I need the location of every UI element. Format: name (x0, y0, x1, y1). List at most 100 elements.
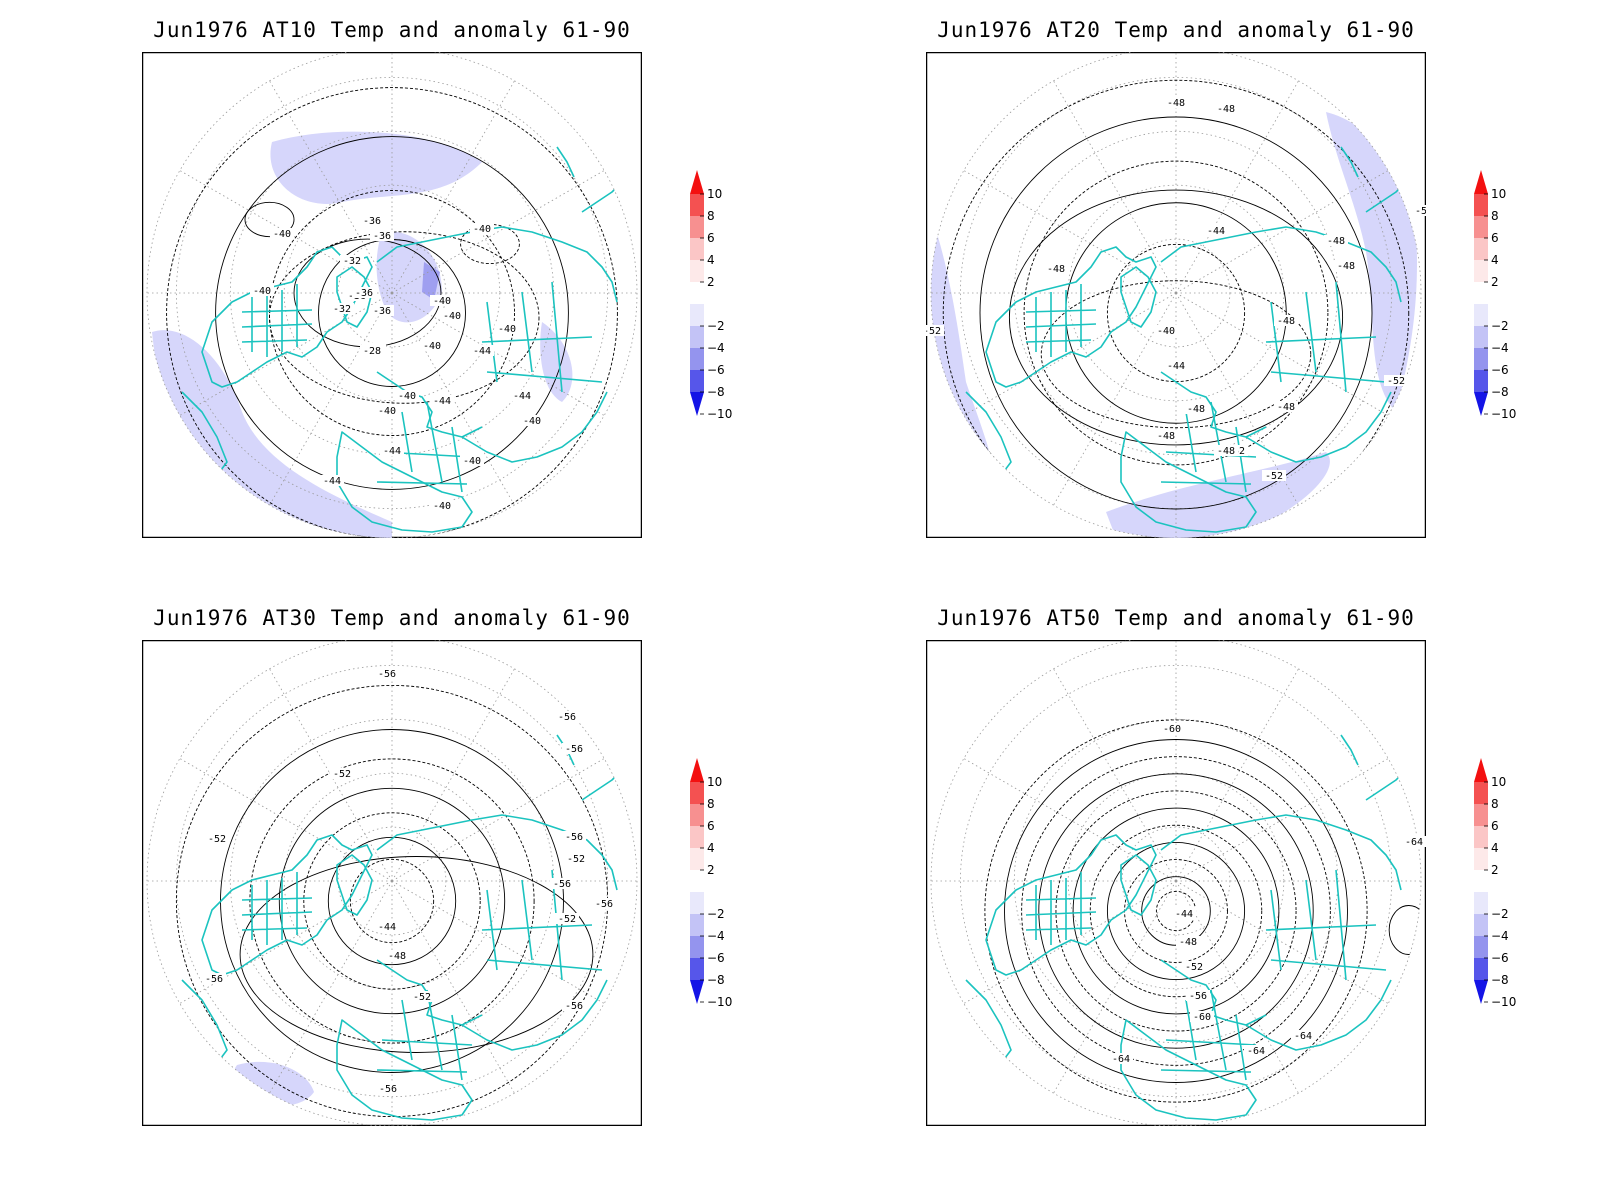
temperature-contour (942, 79, 1410, 538)
contour-label: -56 (205, 974, 223, 985)
contour-label: -36 (355, 288, 373, 299)
colorbar-tick-label: −8 (1491, 973, 1509, 987)
colorbar-segment (690, 304, 704, 326)
latitude-circle (283, 184, 501, 402)
colorbar-segment (690, 914, 704, 936)
coastline (985, 834, 1157, 976)
colorbar-segment (690, 804, 704, 826)
coastline (336, 266, 373, 328)
colorbar-segment (690, 870, 704, 892)
temperature-contour (269, 231, 540, 404)
temperature-contour (166, 87, 618, 538)
coastline (1160, 226, 1402, 303)
temperature-contour (215, 136, 569, 490)
colorbar-tick-label: 2 (707, 863, 715, 877)
colorbar-segment (690, 936, 704, 958)
contour-label: -48 (388, 951, 406, 962)
colorbar-segment (1474, 370, 1488, 392)
temperature-contour (1008, 189, 1344, 446)
polar-map-at10: -40-36-36-32-40-36-36-36-36-32-28-40-40-… (142, 52, 642, 538)
colorbar-segment (1474, 782, 1488, 804)
coastline (1025, 872, 1097, 945)
colorbar-tick-label: 2 (1491, 863, 1499, 877)
meridian-line (269, 880, 393, 1094)
contour-label: -56 (1189, 991, 1207, 1002)
contour-label: -40 (433, 501, 451, 512)
contour-label: -48 (1277, 316, 1295, 327)
colorbar-tick-label: −8 (707, 973, 725, 987)
colorbar-tick-label: 8 (1491, 209, 1499, 223)
anomaly-region (1326, 112, 1417, 412)
panel-title-at10: Jun1976 AT10 Temp and anomaly 61-90 (153, 18, 631, 42)
contour-label: -56 (558, 712, 576, 723)
contour-label: -64 (1294, 1031, 1312, 1042)
meridian-line (963, 758, 1177, 882)
coastline (336, 431, 473, 533)
meridian-line (391, 80, 515, 294)
coastline (481, 281, 603, 393)
contour-label: -56 (565, 832, 583, 843)
contour-label: -40 (273, 229, 291, 240)
coastline (376, 989, 473, 1081)
colorbar-tick-label: 4 (707, 253, 715, 267)
colorbar-segment (690, 370, 704, 392)
latitude-circle (175, 664, 609, 1098)
contour-label: -36 (373, 306, 391, 317)
contour-label: -56 (378, 669, 396, 680)
colorbar-tick-label: −4 (707, 929, 725, 943)
colorbar-segment (1474, 348, 1488, 370)
coastline (985, 246, 1157, 388)
temperature-contour (1055, 790, 1297, 1032)
coastline (1245, 391, 1392, 463)
contour-label: -44 (1207, 226, 1225, 237)
temperature-contour (1004, 739, 1348, 1083)
temperature-contour (984, 719, 1368, 1103)
colorbar-segment (1474, 892, 1488, 914)
colorbar-tick-label: −2 (1491, 319, 1509, 333)
colorbar-arrow-top (1474, 170, 1488, 194)
temperature-contour (1072, 807, 1280, 1015)
meridian-line (1175, 292, 1299, 506)
coastline (1340, 734, 1359, 766)
colorbar-arrow-top (1474, 758, 1488, 782)
contour-label: -48 (1277, 402, 1295, 413)
contour-label: -40 (443, 311, 461, 322)
colorbar-tick-label: −10 (707, 995, 732, 1009)
contour-label: -36 (373, 231, 391, 242)
temperature-contour (1089, 824, 1263, 998)
contour-label: -40 (398, 391, 416, 402)
meridian-line (391, 668, 515, 882)
coastline (1340, 146, 1359, 178)
meridian-line (1175, 80, 1299, 294)
colorbar-tick-label: 10 (1491, 775, 1506, 789)
coastline (481, 869, 603, 981)
contour-label: -52 (1415, 206, 1426, 217)
contour-label: -48 (1217, 446, 1235, 457)
meridian-line (963, 292, 1177, 416)
contour-label: -48 (1327, 236, 1345, 247)
contour-label: -32 (333, 304, 351, 315)
coastline (376, 226, 618, 303)
colorbar-tick-label: 10 (707, 187, 722, 201)
temperature-contour (244, 201, 295, 238)
contour-label: -52 (1387, 376, 1405, 387)
meridian-line (179, 880, 393, 1004)
contour-label: -48 (1047, 264, 1065, 275)
colorbar-tick-label: −10 (1491, 407, 1516, 421)
contour-label: -40 (253, 286, 271, 297)
colorbar-tick-label: 2 (707, 275, 715, 289)
colorbar-segment (690, 260, 704, 282)
temperature-contour (327, 836, 457, 966)
temperature-contour (1106, 841, 1246, 981)
temperature-contour (1021, 756, 1331, 1066)
colorbar-arrow-top (690, 758, 704, 782)
meridian-line (179, 758, 393, 882)
colorbar-at50: 10 8 6 4 2 −2 −4 −6 −8 −10 (1474, 758, 1516, 1009)
colorbar-tick-label: 6 (1491, 819, 1499, 833)
contour-label: -40 (523, 416, 541, 427)
colorbar-tick-label: −10 (1491, 995, 1516, 1009)
colorbar-segment (1474, 216, 1488, 238)
meridian-line (963, 880, 1177, 1004)
colorbar-tick-label: 10 (1491, 187, 1506, 201)
